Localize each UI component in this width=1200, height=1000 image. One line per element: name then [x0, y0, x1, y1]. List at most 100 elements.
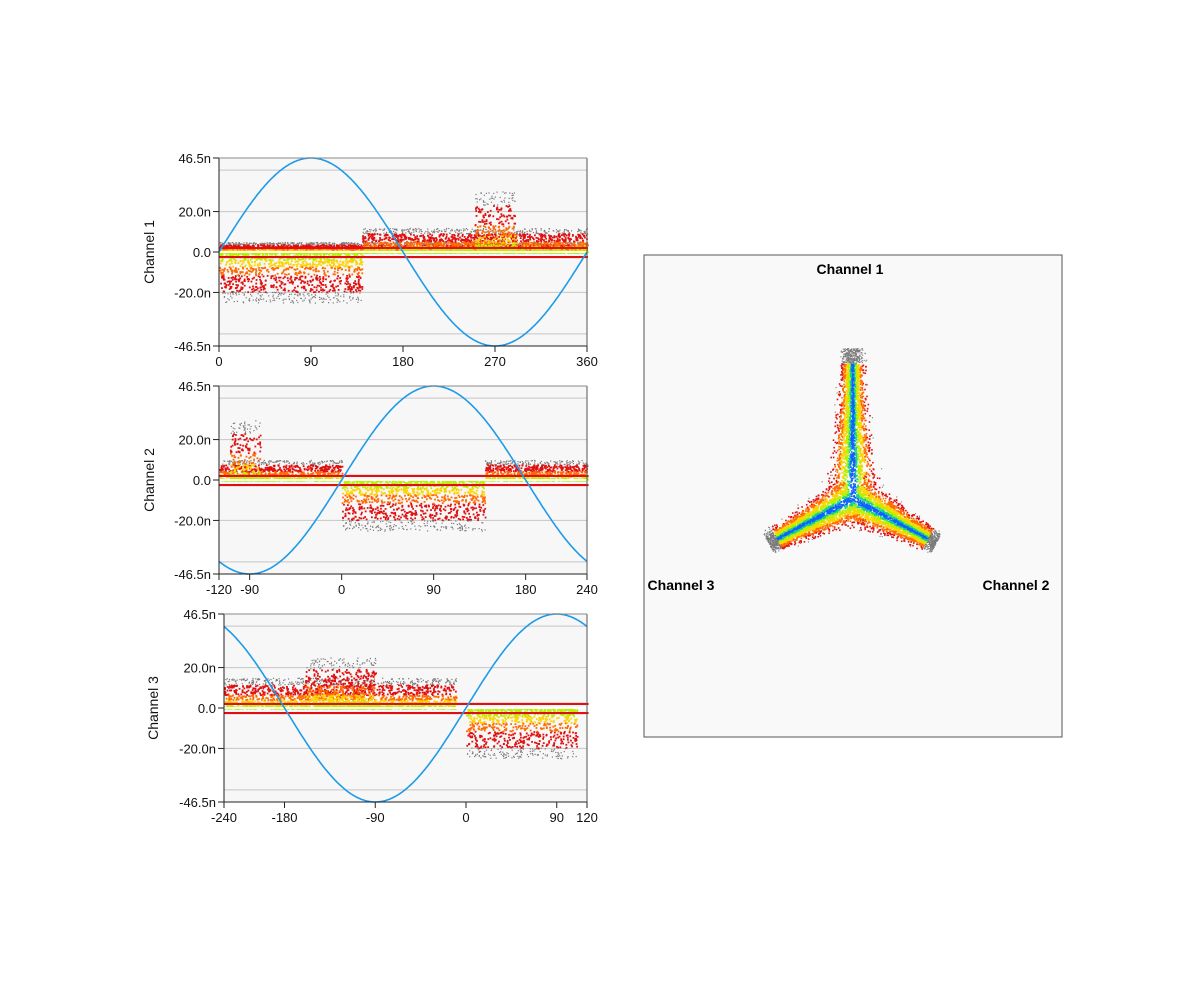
density-point: [340, 280, 342, 282]
density-point: [358, 279, 360, 281]
density-point: [328, 244, 329, 245]
density-point: [309, 263, 311, 265]
density-point: [402, 239, 404, 241]
density-point: [220, 263, 222, 265]
density-point: [323, 301, 324, 302]
density-point: [333, 254, 335, 256]
density-point: [263, 243, 264, 244]
density-point: [340, 296, 341, 297]
density-point: [337, 278, 339, 280]
density-point: [403, 239, 405, 241]
density-point: [273, 295, 274, 296]
density-point: [282, 242, 283, 243]
density-point: [246, 297, 247, 298]
density-point: [345, 264, 347, 266]
density-point: [266, 260, 268, 262]
density-point: [273, 284, 275, 286]
density-point: [260, 289, 262, 291]
density-point: [330, 299, 331, 300]
density-point: [265, 284, 267, 286]
density-point: [313, 286, 315, 288]
density-point: [357, 274, 359, 276]
density-point: [231, 262, 233, 264]
density-point: [231, 292, 232, 293]
density-point: [270, 299, 271, 300]
density-point: [328, 276, 330, 278]
density-point: [272, 292, 273, 293]
density-point: [300, 266, 302, 268]
density-point: [355, 283, 357, 285]
density-point: [249, 266, 251, 268]
density-point: [344, 282, 346, 284]
density-point: [254, 264, 256, 266]
density-point: [316, 289, 318, 291]
density-point: [252, 268, 254, 270]
density-point: [302, 276, 304, 278]
density-point: [303, 286, 305, 288]
density-point: [334, 271, 336, 273]
density-point: [332, 243, 333, 244]
density-point: [255, 272, 257, 274]
density-point: [279, 298, 280, 299]
density-point: [349, 296, 350, 297]
density-point: [275, 279, 277, 281]
density-point: [295, 272, 297, 274]
density-point: [421, 231, 422, 232]
density-point: [223, 279, 225, 281]
density-point: [296, 266, 298, 268]
density-point: [368, 239, 370, 241]
density-point: [235, 254, 237, 256]
density-point: [333, 280, 335, 282]
density-point: [292, 249, 294, 251]
density-point: [296, 300, 297, 301]
density-point: [331, 260, 333, 262]
density-point: [240, 243, 241, 244]
density-point: [228, 284, 230, 286]
density-point: [304, 300, 305, 301]
density-point: [235, 267, 237, 269]
density-point: [300, 272, 302, 274]
density-point: [337, 275, 339, 277]
density-point: [381, 244, 382, 245]
density-point: [292, 283, 294, 285]
density-point: [354, 269, 356, 271]
density-point: [312, 289, 314, 291]
density-point: [236, 292, 237, 293]
density-point: [313, 291, 315, 293]
density-point: [251, 261, 253, 263]
density-point: [320, 259, 322, 261]
density-point: [242, 244, 243, 245]
density-point: [254, 268, 256, 270]
density-point: [236, 271, 238, 273]
density-point: [405, 232, 406, 233]
density-point: [265, 291, 267, 293]
density-point: [336, 298, 337, 299]
density-point: [261, 243, 262, 244]
density-point: [335, 292, 336, 293]
density-point: [281, 244, 283, 246]
density-point: [260, 282, 262, 284]
density-point: [314, 274, 316, 276]
density-point: [238, 292, 239, 293]
density-point: [373, 244, 374, 245]
density-point: [343, 296, 344, 297]
density-point: [251, 243, 252, 244]
density-point: [274, 292, 275, 293]
density-point: [334, 268, 336, 270]
density-point: [236, 284, 238, 286]
density-point: [274, 300, 275, 301]
density-point: [255, 268, 257, 270]
density-point: [249, 274, 251, 276]
density-point: [231, 260, 233, 262]
density-point: [287, 259, 289, 261]
density-point: [279, 243, 280, 244]
density-point: [349, 276, 351, 278]
density-point: [303, 264, 305, 266]
density-point: [325, 278, 327, 280]
density-point: [258, 302, 259, 303]
density-point: [291, 242, 292, 243]
density-point: [291, 300, 292, 301]
density-point: [243, 301, 244, 302]
density-point: [318, 263, 320, 265]
density-point: [232, 266, 234, 268]
